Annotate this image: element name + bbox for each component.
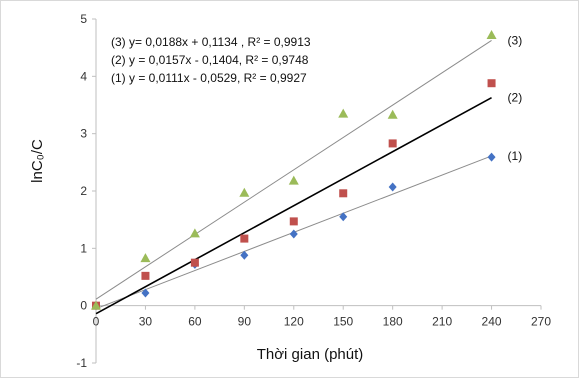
x-axis-title: Thời gian (phút) <box>257 346 364 363</box>
point-series-2 <box>487 79 496 88</box>
point-series-3 <box>140 253 151 263</box>
point-series-3 <box>239 187 250 197</box>
equation-2: (2) y = 0,0157x - 0,1404, R² = 0,9748 <box>111 53 309 67</box>
x-tick-label: 60 <box>188 315 202 329</box>
point-series-2 <box>240 234 249 243</box>
point-series-3 <box>91 300 101 310</box>
point-series-3 <box>486 30 497 40</box>
x-tick-label: 30 <box>139 315 153 329</box>
point-series-1 <box>487 152 496 162</box>
x-tick-label: 240 <box>482 315 502 329</box>
point-series-2 <box>289 217 298 226</box>
point-series-2 <box>190 258 199 267</box>
point-series-1 <box>388 182 397 192</box>
equation-3: (3) y= 0,0188x + 0,1134 , R² = 0,9913 <box>111 35 311 49</box>
x-tick-label: 120 <box>284 315 304 329</box>
y-axis-title: lnC₀/C <box>29 139 46 183</box>
series-label-3: (3) <box>508 33 523 47</box>
point-series-3 <box>387 109 398 119</box>
point-series-2 <box>339 189 348 198</box>
trendline-2 <box>95 96 492 315</box>
y-tick-label: 1 <box>80 241 87 255</box>
point-series-3 <box>189 228 200 238</box>
y-tick-label: -1 <box>76 356 87 370</box>
point-series-2 <box>388 139 397 148</box>
point-series-1 <box>240 250 249 260</box>
point-series-3 <box>288 175 299 185</box>
y-tick-label: 2 <box>80 184 87 198</box>
point-series-2 <box>141 271 150 280</box>
y-tick-label: 0 <box>80 299 87 313</box>
y-tick-label: 5 <box>80 12 87 26</box>
axes: -1 0 1 2 3 4 5 0 30 60 90 120 150 180 210 240 270 <box>76 12 551 370</box>
data-points <box>91 30 497 311</box>
point-series-1 <box>289 229 298 239</box>
point-series-1 <box>339 212 348 222</box>
x-tick-label: 210 <box>432 315 452 329</box>
y-tick-label: 4 <box>80 69 87 83</box>
trendline-3 <box>95 40 492 300</box>
series-label-1: (1) <box>508 149 523 163</box>
x-tick-label: 90 <box>238 315 252 329</box>
equations-legend: (3) y= 0,0188x + 0,1134 , R² = 0,9913 (2)… <box>111 35 311 85</box>
x-tick-label: 150 <box>333 315 353 329</box>
series-labels: (1) (2) (3) <box>508 33 523 162</box>
point-series-3 <box>338 108 349 118</box>
series-label-2: (2) <box>508 91 523 105</box>
equation-1: (1) y = 0,0111x - 0,0529, R² = 0,9927 <box>111 71 307 85</box>
x-tick-label: 0 <box>93 315 100 329</box>
point-series-1 <box>141 288 150 298</box>
x-tick-label: 180 <box>383 315 403 329</box>
x-tick-label: 270 <box>531 315 551 329</box>
y-tick-label: 3 <box>80 127 87 141</box>
